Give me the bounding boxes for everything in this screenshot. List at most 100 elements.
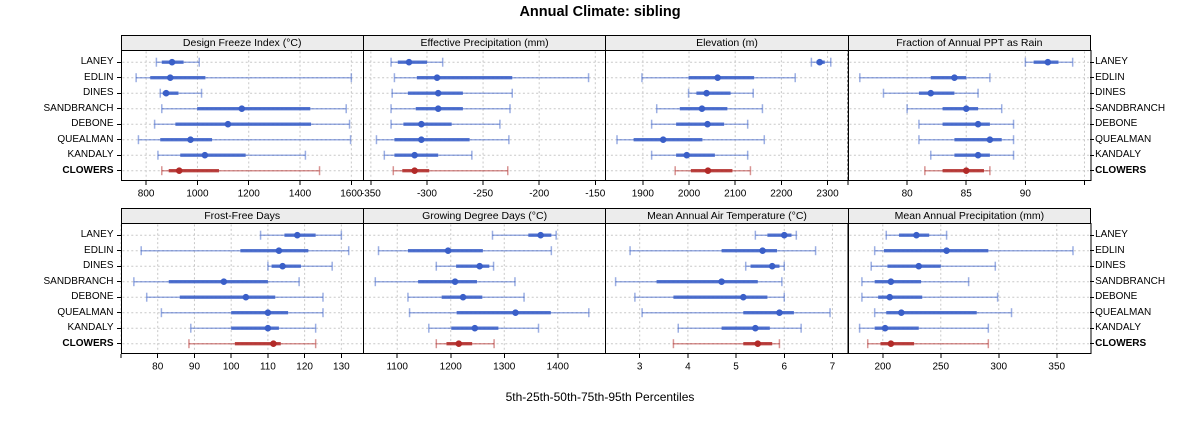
y-tick-right [1090, 170, 1095, 172]
median-dot-quealman [897, 309, 905, 316]
site-label-right-clowers: CLOWERS [1095, 337, 1147, 349]
x-tick-label: 90 [188, 361, 200, 372]
median-dot-sandbranch [718, 278, 726, 286]
site-label-left-debone: DEBONE [71, 291, 114, 303]
x-tick-label: 2000 [678, 188, 701, 199]
median-dot-clowers [754, 340, 762, 347]
panel-canvas: -350 -300 -250 -200 -150 [361, 50, 607, 199]
median-dot-kandaly [471, 324, 479, 332]
site-label-left-laney: LANEY [80, 229, 114, 241]
site-label-left-dines: DINES [82, 87, 114, 99]
site-label-left-edlin: EDLIN [84, 71, 114, 83]
site-label-right-edlin: EDLIN [1095, 71, 1125, 83]
site-label-left-clowers: CLOWERS [62, 164, 114, 176]
y-tick-right [1090, 327, 1095, 329]
median-dot-quealman [512, 309, 519, 316]
x-tick-label: 5 [734, 361, 740, 372]
x-tick-label: 100 [222, 361, 239, 372]
y-tick-left [116, 250, 121, 252]
panel-strip-1-1: Growing Degree Days (°C) [362, 207, 607, 223]
y-tick-right [1090, 123, 1095, 125]
y-tick-left [116, 265, 121, 267]
median-dot-debone [704, 120, 712, 128]
site-label-right-sandbranch: SANDBRANCH [1095, 275, 1166, 287]
panel-canvas: 3 4 5 6 7 [605, 223, 849, 372]
median-dot-dines [162, 89, 169, 97]
median-dot-laney [293, 231, 301, 239]
x-tick-label: 85 [960, 188, 972, 199]
site-label-right-kandaly: KANDALY [1095, 322, 1142, 334]
median-dot-laney [816, 58, 824, 66]
x-tick-label: 1900 [632, 188, 655, 199]
panel-strip-3-1: Mean Annual Precipitation (mm) [847, 207, 1092, 223]
y-tick-right [1090, 265, 1095, 267]
y-tick-left [116, 327, 121, 329]
panel-canvas: 1900 2000 2100 2200 2300 [605, 50, 849, 199]
median-dot-kandaly [881, 324, 889, 332]
median-dot-debone [459, 293, 467, 301]
x-tick-label: 4 [685, 361, 691, 372]
site-label-left-quealman: QUEALMAN [57, 133, 114, 145]
y-tick-left [116, 234, 121, 236]
site-label-left-debone: DEBONE [71, 118, 114, 130]
x-tick-label: 1200 [440, 361, 463, 372]
site-label-right-clowers: CLOWERS [1095, 164, 1147, 176]
panel-strip-1-0: Effective Precipitation (mm) [362, 34, 607, 50]
y-tick-left [116, 61, 121, 63]
site-label-right-sandbranch: SANDBRANCH [1095, 102, 1166, 114]
panel-strip-2-1: Mean Annual Air Temperature (°C) [605, 207, 849, 223]
y-tick-left [116, 108, 121, 110]
x-tick-label: 350 [1048, 361, 1065, 372]
x-tick-label: 1200 [237, 188, 260, 199]
y-tick-left [116, 92, 121, 94]
y-tick-left [116, 170, 121, 172]
site-label-right-quealman: QUEALMAN [1095, 306, 1152, 318]
panel-strip-3-0: Fraction of Annual PPT as Rain [847, 34, 1092, 50]
median-dot-debone [242, 293, 249, 301]
x-tick-label: 200 [874, 361, 891, 372]
site-label-right-laney: LANEY [1095, 56, 1128, 68]
site-label-left-sandbranch: SANDBRANCH [43, 102, 114, 114]
x-tick-label: 130 [333, 361, 350, 372]
x-tick-label: -300 [417, 188, 437, 199]
median-dot-clowers [455, 340, 462, 347]
median-dot-clowers [411, 167, 418, 174]
median-dot-debone [740, 293, 747, 301]
x-tick-label: -250 [473, 188, 493, 199]
x-tick-label: 800 [137, 188, 154, 199]
x-tick-label: 1400 [288, 188, 311, 199]
y-tick-right [1090, 343, 1095, 345]
y-tick-right [1090, 108, 1095, 110]
x-tick-label: -150 [585, 188, 605, 199]
y-tick-left [116, 312, 121, 314]
y-tick-left [116, 281, 121, 283]
median-dot-dines [927, 89, 934, 97]
median-dot-edlin [942, 247, 950, 255]
site-label-right-kandaly: KANDALY [1095, 149, 1142, 161]
x-tick-label: 2200 [771, 188, 794, 199]
site-label-right-quealman: QUEALMAN [1095, 133, 1152, 145]
site-label-right-debone: DEBONE [1095, 291, 1138, 303]
median-dot-edlin [759, 247, 767, 255]
median-dot-edlin [444, 247, 452, 255]
median-dot-kandaly [683, 151, 691, 159]
median-dot-sandbranch [238, 105, 245, 113]
site-label-left-kandaly: KANDALY [67, 322, 114, 334]
y-tick-right [1090, 61, 1095, 63]
median-dot-edlin [950, 74, 958, 82]
site-label-right-edlin: EDLIN [1095, 244, 1125, 256]
median-dot-laney [168, 58, 175, 66]
median-dot-edlin [166, 74, 174, 82]
median-dot-laney [781, 231, 788, 239]
median-dot-kandaly [264, 324, 271, 332]
median-dot-dines [915, 262, 922, 270]
median-dot-dines [703, 89, 711, 97]
x-tick-label: -350 [361, 188, 381, 199]
panel-strip-2-0: Elevation (m) [605, 34, 849, 50]
median-dot-dines [769, 262, 776, 270]
median-dot-clowers [175, 167, 183, 174]
x-tick-label: 1400 [547, 361, 570, 372]
median-dot-clowers [704, 167, 712, 174]
x-tick-label: 6 [782, 361, 788, 372]
x-tick-label: 250 [932, 361, 949, 372]
